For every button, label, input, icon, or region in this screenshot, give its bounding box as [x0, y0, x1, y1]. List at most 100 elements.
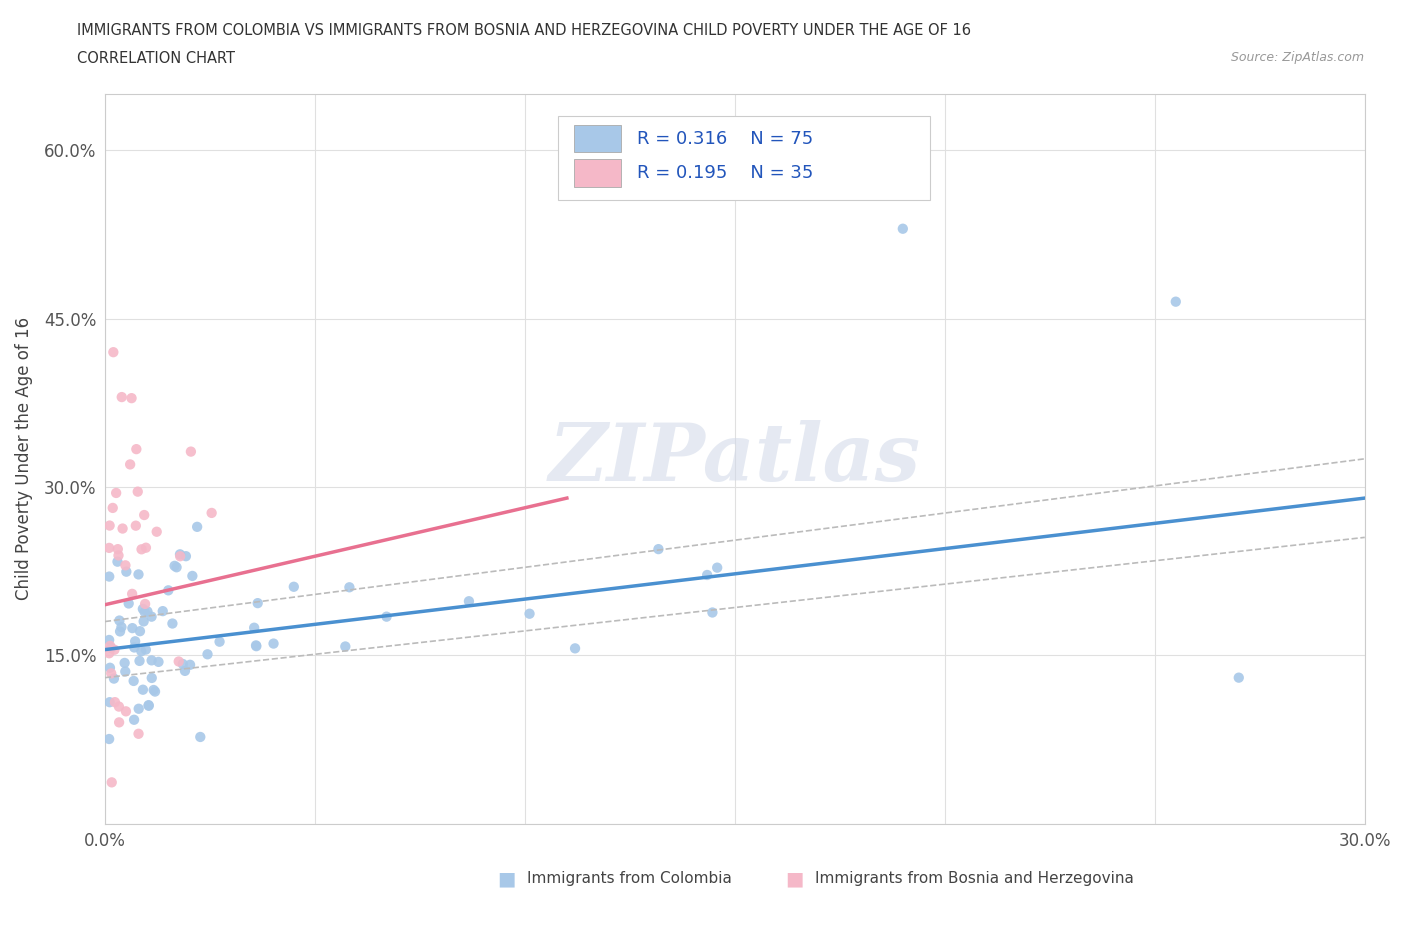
Point — [98, 695, 121, 710]
Point — [174, 663, 197, 678]
Point — [283, 579, 305, 594]
Point — [1227, 671, 1250, 685]
Point — [174, 549, 197, 564]
Point — [186, 519, 208, 534]
Point — [107, 554, 129, 569]
Point — [108, 613, 131, 628]
Text: ZIPatlas: ZIPatlas — [548, 420, 921, 498]
Point — [101, 500, 124, 515]
Point — [519, 606, 541, 621]
Point — [172, 657, 194, 671]
Text: ■: ■ — [785, 870, 804, 888]
Point — [104, 695, 127, 710]
Point — [136, 604, 159, 618]
Point — [98, 540, 121, 555]
Point — [98, 518, 121, 533]
Point — [141, 653, 163, 668]
Point — [100, 641, 122, 656]
Point — [118, 596, 141, 611]
Point — [145, 525, 167, 539]
Point — [122, 712, 145, 727]
Point — [121, 587, 143, 602]
Point — [696, 567, 718, 582]
Point — [263, 636, 285, 651]
Point — [141, 609, 163, 624]
Point — [121, 391, 143, 405]
Point — [108, 699, 131, 714]
Point — [169, 547, 191, 562]
Point — [181, 568, 204, 583]
FancyBboxPatch shape — [558, 116, 931, 200]
Text: Source: ZipAtlas.com: Source: ZipAtlas.com — [1230, 51, 1364, 64]
Bar — [574, 159, 621, 187]
Point — [162, 616, 184, 631]
Point — [124, 634, 146, 649]
Point — [245, 639, 267, 654]
Point — [143, 684, 166, 699]
Point — [142, 683, 165, 698]
Point — [111, 390, 134, 405]
Text: CORRELATION CHART: CORRELATION CHART — [77, 51, 235, 66]
Point — [114, 664, 136, 679]
Point — [105, 485, 128, 500]
Text: R = 0.316    N = 75: R = 0.316 N = 75 — [637, 129, 813, 148]
Point — [134, 596, 156, 611]
Point — [243, 620, 266, 635]
Point — [208, 634, 231, 649]
Point — [148, 655, 170, 670]
Point — [188, 729, 211, 744]
Text: IMMIGRANTS FROM COLOMBIA VS IMMIGRANTS FROM BOSNIA AND HERZEGOVINA CHILD POVERTY: IMMIGRANTS FROM COLOMBIA VS IMMIGRANTS F… — [77, 23, 972, 38]
Point — [125, 518, 148, 533]
Point — [335, 639, 357, 654]
Point — [706, 560, 728, 575]
Point — [135, 642, 157, 657]
Point — [98, 632, 121, 647]
Point — [128, 567, 150, 582]
Point — [125, 442, 148, 457]
Point — [163, 558, 186, 573]
Point — [141, 671, 163, 685]
Point — [564, 641, 586, 656]
Text: Immigrants from Bosnia and Herzegovina: Immigrants from Bosnia and Herzegovina — [815, 871, 1135, 886]
Point — [114, 656, 136, 671]
Point — [108, 624, 131, 639]
Point — [132, 614, 155, 629]
Point — [108, 715, 131, 730]
Point — [339, 579, 361, 594]
Point — [124, 640, 146, 655]
Point — [110, 619, 132, 634]
Point — [201, 506, 224, 521]
Point — [98, 660, 121, 675]
Bar — [574, 125, 621, 153]
Point — [891, 221, 914, 236]
Point — [122, 673, 145, 688]
Point — [132, 683, 155, 698]
Point — [169, 549, 191, 564]
Point — [114, 558, 136, 573]
Text: Immigrants from Colombia: Immigrants from Colombia — [527, 871, 733, 886]
Point — [128, 654, 150, 669]
Point — [128, 726, 150, 741]
Point — [121, 620, 143, 635]
Point — [152, 604, 174, 618]
Point — [129, 624, 152, 639]
Point — [134, 508, 156, 523]
Point — [702, 605, 724, 620]
Point — [115, 565, 138, 579]
Point — [98, 645, 121, 660]
Text: R = 0.195    N = 35: R = 0.195 N = 35 — [637, 164, 813, 182]
Point — [100, 775, 122, 790]
Point — [375, 609, 398, 624]
Point — [128, 701, 150, 716]
Point — [131, 542, 153, 557]
Point — [179, 658, 201, 672]
Point — [115, 704, 138, 719]
Point — [246, 596, 269, 611]
Point — [129, 644, 152, 658]
Point — [107, 548, 129, 563]
Point — [103, 643, 125, 658]
Point — [103, 671, 125, 686]
Point — [180, 445, 202, 459]
Point — [197, 647, 219, 662]
Text: ■: ■ — [496, 870, 516, 888]
